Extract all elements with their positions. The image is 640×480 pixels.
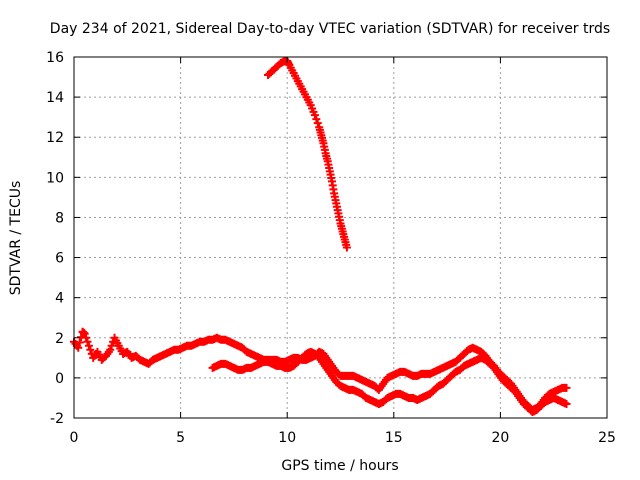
axis-ticks: 0 5 10 15 20 25 -2 0 2 4 6 8 10 12 14 16 (46, 50, 616, 446)
data-point-interp (83, 337, 92, 346)
data-point (310, 111, 319, 120)
y-tick-label: 0 (55, 371, 64, 387)
data-point (342, 243, 351, 252)
data-point-interp (107, 341, 116, 350)
data-point (74, 343, 83, 352)
plot-frame (73, 56, 608, 419)
series-arc-3 (264, 57, 351, 252)
x-tick-label: 0 (70, 430, 79, 446)
y-tick-label: 2 (55, 331, 64, 347)
data-point-interp (75, 338, 84, 347)
data-point-interp (312, 115, 321, 124)
chart-title: Day 234 of 2021, Sidereal Day-to-day VTE… (50, 21, 610, 37)
x-axis-label: GPS time / hours (281, 458, 398, 474)
data-point (84, 341, 93, 350)
data-point (80, 329, 89, 338)
data-point (562, 399, 571, 408)
y-axis-label: SDTVAR / TECUs (8, 181, 24, 296)
data-point-interp (82, 333, 91, 342)
y-tick-label: 14 (46, 90, 64, 106)
y-tick-label: 8 (55, 210, 64, 226)
y-tick-label: 12 (46, 130, 64, 146)
x-tick-label: 20 (491, 430, 509, 446)
x-tick-label: 10 (278, 430, 296, 446)
data-point (562, 383, 571, 392)
data-point (106, 345, 115, 354)
x-tick-label: 15 (385, 430, 403, 446)
x-tick-label: 5 (176, 430, 185, 446)
data-point-interp (86, 345, 95, 354)
series-arc-1 (70, 327, 571, 414)
y-tick-label: -2 (50, 411, 64, 427)
x-tick-label: 25 (598, 430, 616, 446)
y-tick-label: 4 (55, 291, 64, 307)
series-arc-2 (208, 347, 571, 416)
data-points (70, 57, 571, 416)
data-point-interp (313, 119, 322, 128)
y-tick-label: 10 (46, 170, 64, 186)
y-tick-label: 6 (55, 251, 64, 267)
y-tick-label: 16 (46, 50, 64, 66)
